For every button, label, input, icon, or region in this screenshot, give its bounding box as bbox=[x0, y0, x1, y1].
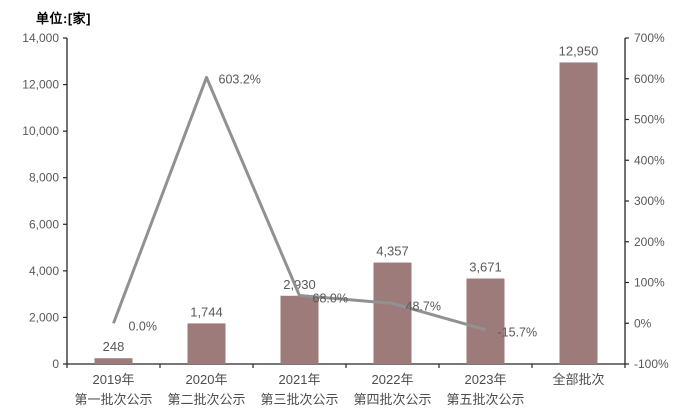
y-axis-left-tick-label: 4,000 bbox=[29, 264, 59, 278]
x-axis-label-batch: 第二批次公示 bbox=[167, 392, 245, 407]
y-axis-left-tick-label: 10,000 bbox=[22, 124, 59, 138]
x-axis-label-batch: 第一批次公示 bbox=[74, 392, 152, 407]
y-axis-right-tick-label: 300% bbox=[634, 194, 665, 208]
bar bbox=[559, 62, 598, 364]
bar bbox=[94, 358, 133, 364]
trend-point-label: 0.0% bbox=[129, 319, 158, 333]
bar-value-label: 4,357 bbox=[376, 244, 409, 259]
bar bbox=[466, 278, 505, 364]
y-axis-left-tick-label: 6,000 bbox=[29, 217, 59, 231]
chart-unit-title: 单位:[家] bbox=[36, 11, 91, 26]
trend-point-label: 48.7% bbox=[406, 299, 441, 313]
bar bbox=[187, 323, 226, 364]
x-axis-label-batch: 第三批次公示 bbox=[260, 392, 338, 407]
bar-value-label: 3,671 bbox=[469, 260, 502, 275]
bar-value-label: 12,950 bbox=[559, 43, 599, 58]
y-axis-right-tick-label: 200% bbox=[634, 235, 665, 249]
x-axis-label-year: 2022年 bbox=[372, 372, 414, 387]
y-axis-right-tick-label: 400% bbox=[634, 153, 665, 167]
y-axis-right-tick-label: 600% bbox=[634, 72, 665, 86]
x-axis-label-year: 2021年 bbox=[279, 372, 321, 387]
y-axis-right-tick-label: 100% bbox=[634, 276, 665, 290]
x-axis-label-year: 2023年 bbox=[465, 372, 507, 387]
bar bbox=[280, 295, 319, 364]
y-axis-left-tick-label: 14,000 bbox=[22, 31, 59, 45]
y-axis-left-tick-label: 0 bbox=[52, 357, 59, 371]
y-axis-left-tick-label: 2,000 bbox=[29, 310, 59, 324]
bar bbox=[373, 262, 412, 364]
trend-point-label: 603.2% bbox=[219, 72, 261, 86]
trend-point-label: 68.0% bbox=[313, 292, 348, 306]
y-axis-right-tick-label: 0% bbox=[634, 316, 652, 330]
bar-value-label: 1,744 bbox=[190, 304, 223, 319]
trend-line bbox=[112, 75, 486, 332]
bar-value-label: 248 bbox=[103, 339, 125, 354]
trend-point-label: -15.7% bbox=[498, 326, 538, 340]
y-axis-right-tick-label: 500% bbox=[634, 113, 665, 127]
y-axis-right-tick-label: 700% bbox=[634, 31, 665, 45]
bar-value-label: 2,930 bbox=[283, 277, 316, 292]
x-axis-label-batch: 第五批次公示 bbox=[446, 392, 524, 407]
x-axis-label-year: 2019年 bbox=[93, 372, 135, 387]
y-axis-left-tick-label: 8,000 bbox=[29, 171, 59, 185]
y-axis-right-tick-label: -100% bbox=[634, 357, 669, 371]
x-axis-label-year: 2020年 bbox=[186, 372, 228, 387]
y-axis-left-tick-label: 12,000 bbox=[22, 78, 59, 92]
x-axis-label-batch: 第四批次公示 bbox=[353, 392, 431, 407]
x-axis-label-year: 全部批次 bbox=[552, 372, 604, 387]
